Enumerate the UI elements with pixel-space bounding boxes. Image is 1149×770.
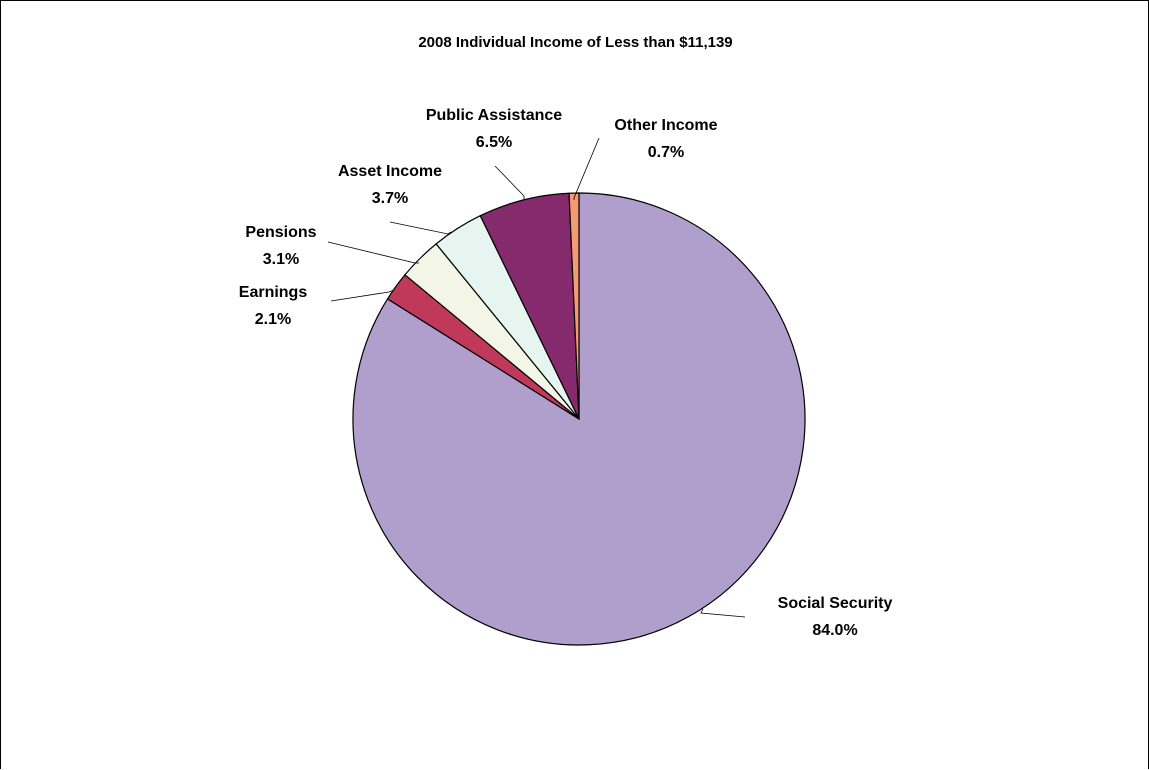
slice-label-public-assistance: Public Assistance [426,107,562,124]
leader-line-earnings [330,289,395,302]
slice-label-earnings: Earnings [239,284,308,301]
leader-line-other-income [573,137,600,200]
leader-line-social-security [700,608,746,618]
slice-value-earnings: 2.1% [255,311,291,328]
slice-label-asset-income: Asset Income [338,163,442,180]
slice-value-public-assistance: 6.5% [476,134,512,151]
slice-label-other-income: Other Income [614,117,717,134]
leader-line-pensions [327,241,419,264]
chart-title: 2008 Individual Income of Less than $11,… [418,34,733,51]
slice-label-social-security: Social Security [778,595,893,612]
pie-slice-other-income [568,192,580,420]
slice-value-other-income: 0.7% [648,144,684,161]
leader-line-asset-income [389,221,452,235]
slice-value-asset-income: 3.7% [372,190,408,207]
slice-value-social-security: 84.0% [812,622,857,639]
leader-line-public-assistance [494,165,525,200]
slice-value-pensions: 3.1% [263,251,299,268]
slice-label-pensions: Pensions [245,224,316,241]
